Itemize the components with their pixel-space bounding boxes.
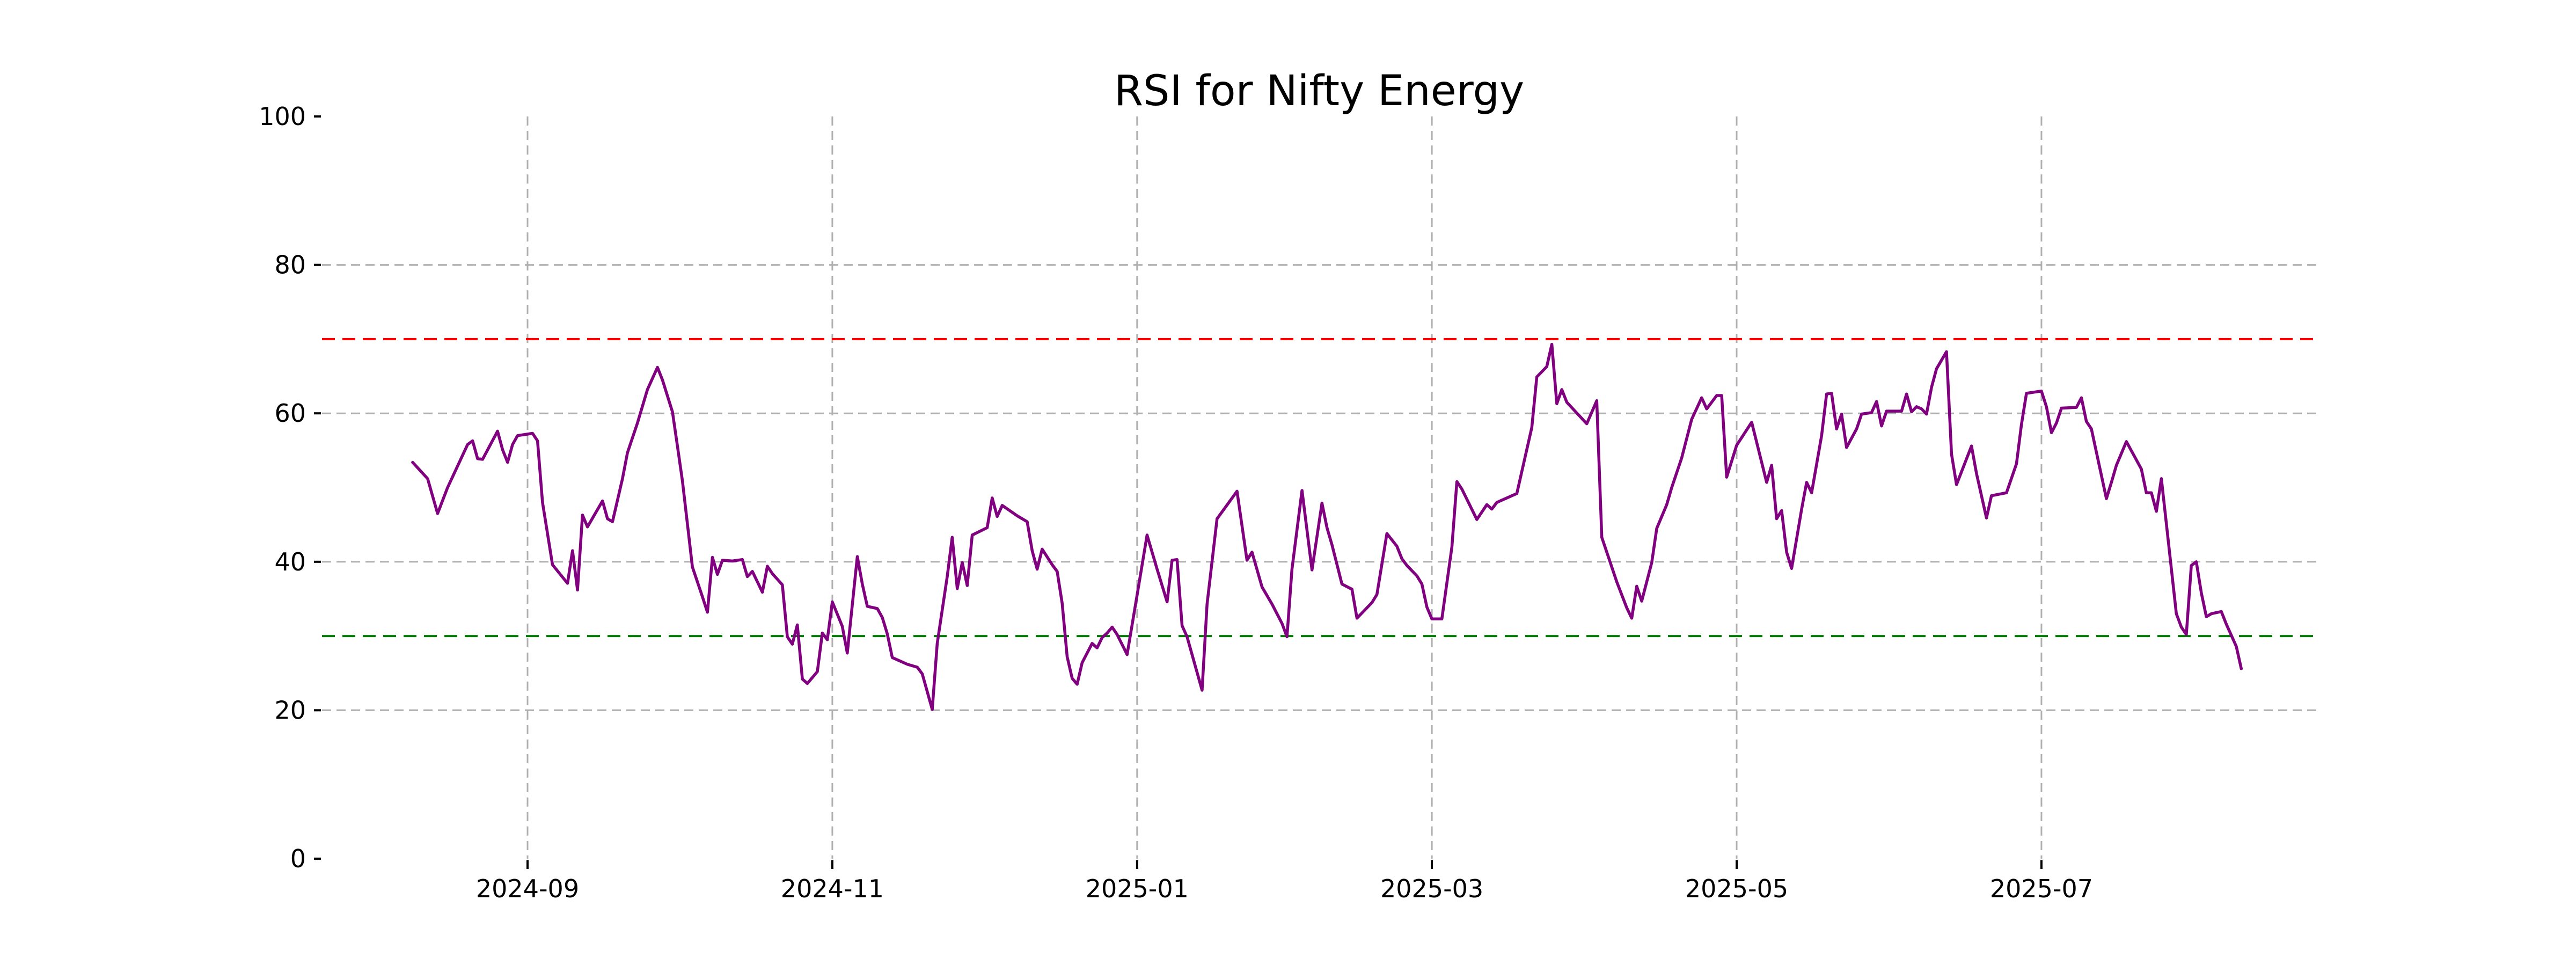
y-axis-ticks: 0 20 40 60 80 100 (259, 102, 321, 873)
rsi-series (411, 342, 2243, 711)
y-tick-label: 20 (274, 696, 306, 724)
y-tick-label: 40 (274, 547, 306, 576)
y-tick-label: 0 (290, 844, 306, 873)
y-tick-label: 80 (274, 251, 306, 280)
rsi-line (411, 342, 2243, 711)
x-tick-label: 2025-03 (1380, 874, 1483, 903)
reference-lines (322, 338, 2317, 638)
chart-title: RSI for Nifty Energy (1114, 67, 1524, 115)
x-tick-label: 2025-05 (1685, 874, 1788, 903)
y-tick-label: 100 (259, 102, 306, 131)
x-axis-ticks: 2024-09 2024-11 2025-01 2025-03 2025-05 2025-… (476, 860, 2093, 903)
y-tick-label: 60 (274, 399, 306, 428)
x-tick-label: 2024-11 (781, 874, 884, 903)
x-tick-label: 2025-01 (1086, 874, 1189, 903)
x-tick-label: 2025-07 (1990, 874, 2093, 903)
x-tick-label: 2024-09 (476, 874, 579, 903)
vertical-gridlines (526, 116, 2043, 859)
